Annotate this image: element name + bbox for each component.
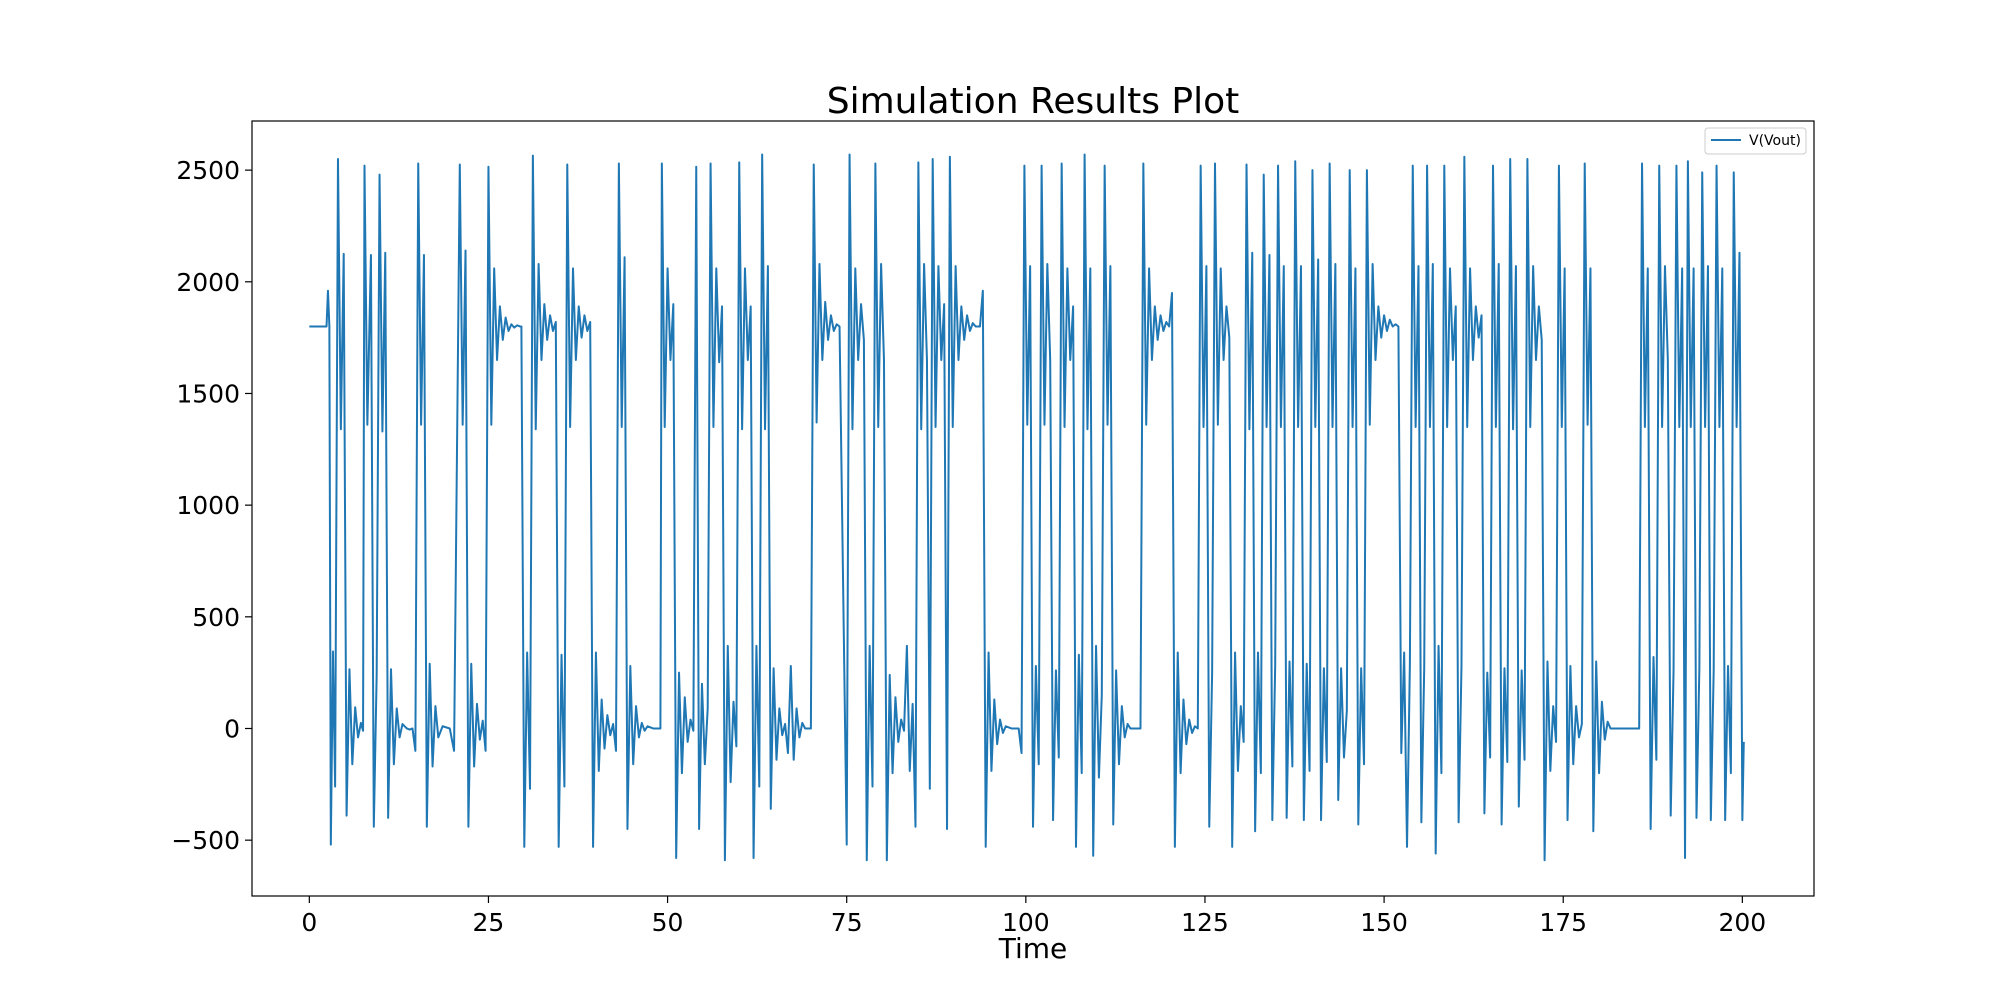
x-tick-label: 150 — [1360, 908, 1408, 937]
y-tick-label: 2500 — [176, 156, 240, 185]
y-tick-label: 2000 — [176, 268, 240, 297]
chart-title: Simulation Results Plot — [827, 81, 1240, 122]
y-tick-label: 1500 — [176, 379, 240, 408]
x-tick-label: 125 — [1181, 908, 1229, 937]
y-tick-label: 1000 — [176, 491, 240, 520]
legend-box — [1704, 127, 1807, 155]
y-tick-label: 0 — [224, 714, 240, 743]
y-tick-label: −500 — [171, 826, 240, 855]
x-tick-label: 200 — [1718, 908, 1766, 937]
x-tick-label: 75 — [831, 908, 863, 937]
legend: V(Vout) — [1704, 127, 1807, 155]
x-tick-label: 175 — [1539, 908, 1587, 937]
x-tick-label: 50 — [652, 908, 684, 937]
series-layer — [309, 153, 1745, 862]
legend-label: V(Vout) — [1749, 133, 1801, 149]
x-tick-label: 100 — [1002, 908, 1050, 937]
x-tick-label: 25 — [473, 908, 505, 937]
y-axis: −500 0 500 1000 1500 2000 2500 — [171, 156, 252, 855]
x-tick-label: 0 — [301, 908, 317, 937]
series-line-v-vout--0 — [309, 153, 1745, 862]
x-axis-label: Time — [998, 932, 1068, 965]
y-tick-label: 500 — [192, 603, 240, 632]
x-axis: 0 25 50 75 100 125 150 175 200 — [301, 896, 1766, 937]
axes-frame — [251, 120, 1815, 897]
